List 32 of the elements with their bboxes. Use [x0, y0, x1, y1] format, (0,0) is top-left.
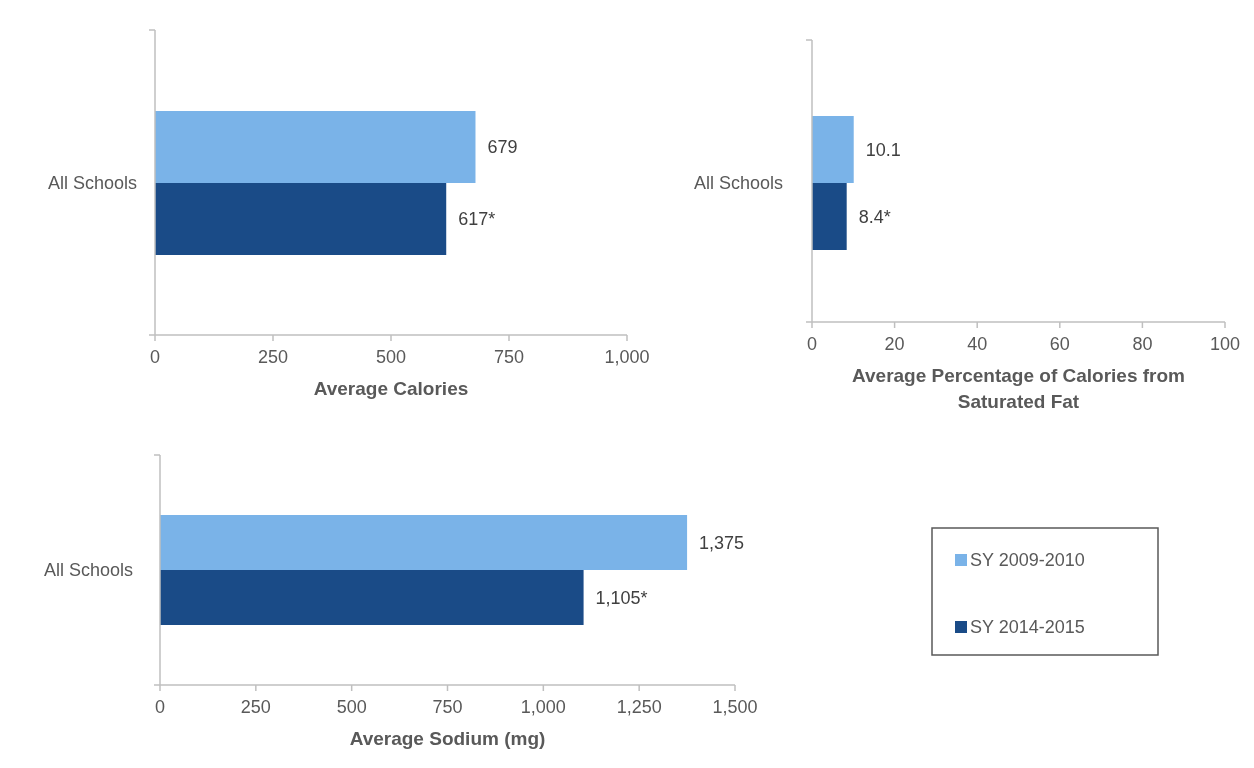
data-label: 617*: [458, 209, 496, 230]
x-tick-label: 80: [1132, 334, 1153, 354]
x-axis-title: Average Calories: [313, 378, 469, 399]
legend-label: SY 2009-2010: [970, 550, 1085, 571]
y-tick-label: All Schools: [43, 560, 133, 581]
x-tick-label: 750: [432, 697, 463, 717]
x-tick-label: 250: [257, 347, 289, 367]
y-tick-label: All Schools: [693, 173, 783, 194]
x-tick-label: 500: [336, 697, 367, 717]
x-tick-label: 40: [967, 334, 988, 354]
legend-label: SY 2014-2015: [970, 617, 1085, 638]
x-axis-title: Average Sodium (mg): [349, 728, 546, 749]
x-tick-label: 20: [884, 334, 905, 354]
data-label: 10.1: [865, 139, 901, 160]
x-tick-label: 500: [375, 347, 407, 367]
data-label: 679: [487, 137, 518, 158]
data-label: 1,375: [699, 532, 745, 553]
x-tick-label: 0: [154, 697, 166, 717]
data-label: 1,105*: [595, 587, 648, 608]
x-tick-label: 1,000: [520, 697, 566, 717]
data-label: 8.4*: [858, 206, 891, 227]
x-axis-title: Average Percentage of Calories from Saturated Fat: [852, 365, 1185, 412]
x-tick-label: 1,250: [616, 697, 662, 717]
x-tick-label: 0: [149, 347, 161, 367]
x-tick-label: 1,500: [712, 697, 758, 717]
x-tick-label: 0: [806, 334, 818, 354]
y-tick-label: All Schools: [47, 173, 137, 194]
x-tick-label: 60: [1049, 334, 1070, 354]
x-tick-label: 250: [240, 697, 271, 717]
x-tick-label: 100: [1209, 334, 1241, 354]
x-tick-label: 1,000: [604, 347, 650, 367]
x-tick-label: 750: [493, 347, 525, 367]
